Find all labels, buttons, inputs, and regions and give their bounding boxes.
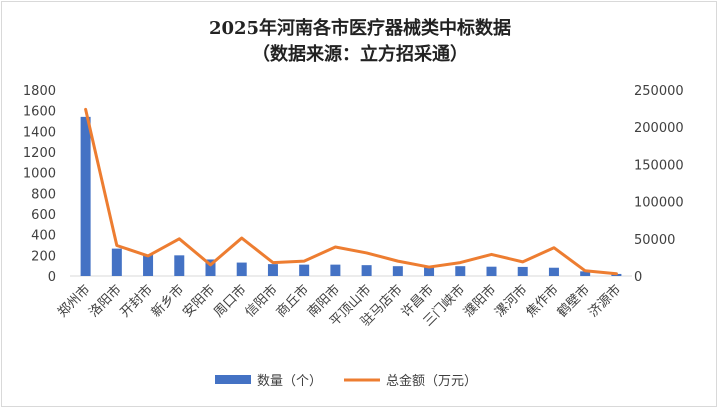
category-label: 鹤壁市: [554, 282, 593, 321]
bar: [205, 259, 216, 276]
y-left-tick-label: 600: [31, 208, 56, 223]
y-left-tick-label: 1000: [23, 167, 56, 182]
y-right-tick-label: 200000: [634, 121, 684, 136]
y-right-tick-label: 100000: [634, 196, 684, 211]
chart-title: 2025年河南各市医疗器械类中标数据: [208, 18, 512, 39]
series-line: [84, 107, 618, 276]
y-right-tick-label: 150000: [634, 158, 684, 173]
bar: [111, 248, 122, 276]
category-label: 济源市: [585, 282, 624, 321]
y-right-tick-label: 50000: [634, 233, 675, 248]
bar: [548, 267, 559, 276]
bar: [143, 254, 154, 276]
category-label: 濮阳市: [460, 282, 499, 321]
legend-bar-label: 数量（个）: [257, 374, 322, 389]
y-left-tick-label: 800: [31, 187, 56, 202]
bar: [299, 264, 310, 276]
bar: [455, 266, 466, 276]
category-label: 信阳市: [242, 282, 281, 321]
y-left-tick-label: 400: [31, 229, 56, 244]
legend-line-label: 总金额（万元）: [386, 373, 477, 389]
category-label: 漯河市: [492, 282, 531, 321]
y-left-tick-label: 0: [48, 270, 56, 285]
bar: [392, 266, 403, 276]
bar: [174, 255, 185, 276]
bar: [361, 265, 372, 276]
bar: [486, 266, 497, 276]
category-label: 郑州市: [55, 282, 94, 321]
y-left-tick-label: 1600: [23, 105, 56, 120]
bar: [236, 262, 247, 276]
category-label: 洛阳市: [86, 282, 125, 321]
y-left-tick-label: 1800: [23, 84, 56, 99]
chart-subtitle: （数据来源：立方招采通）: [252, 44, 468, 65]
bar: [424, 266, 435, 276]
bar: [580, 271, 591, 276]
category-label: 周口市: [211, 282, 250, 321]
category-label: 焦作市: [523, 282, 562, 321]
y-left-tick-label: 200: [31, 249, 56, 264]
bar: [80, 116, 91, 276]
category-label: 开封市: [117, 282, 156, 321]
category-label: 商丘市: [273, 282, 312, 321]
category-label: 新乡市: [148, 282, 187, 321]
bar: [330, 264, 341, 276]
bar: [517, 266, 528, 276]
y-left-tick-label: 1200: [23, 146, 56, 161]
y-left-tick-label: 1400: [23, 125, 56, 140]
legend-bar-swatch: [215, 375, 251, 384]
y-right-tick-label: 250000: [634, 84, 684, 99]
category-label: 安阳市: [179, 282, 218, 321]
bar: [267, 264, 278, 276]
y-right-tick-label: 0: [634, 270, 642, 285]
